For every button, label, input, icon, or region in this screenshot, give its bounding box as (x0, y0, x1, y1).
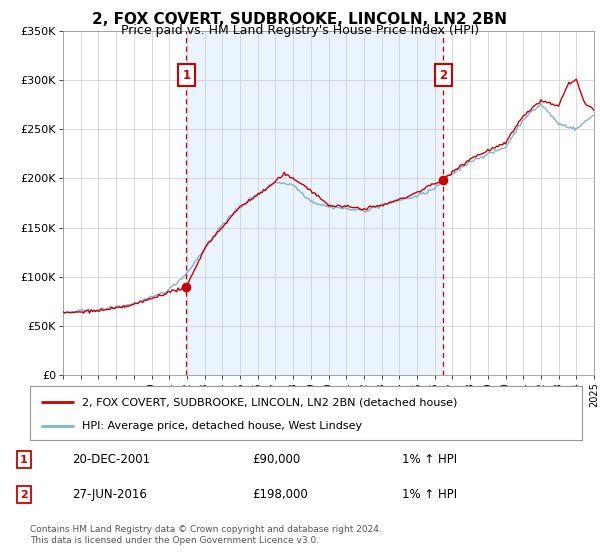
Text: £90,000: £90,000 (252, 454, 300, 466)
Text: 1: 1 (20, 455, 28, 465)
Text: Price paid vs. HM Land Registry's House Price Index (HPI): Price paid vs. HM Land Registry's House … (121, 24, 479, 37)
Bar (187, 31, 443, 375)
Text: 2: 2 (20, 490, 28, 500)
Text: This data is licensed under the Open Government Licence v3.0.: This data is licensed under the Open Gov… (30, 536, 319, 545)
Text: 1: 1 (182, 68, 190, 82)
Text: HPI: Average price, detached house, West Lindsey: HPI: Average price, detached house, West… (82, 421, 362, 431)
Text: 1% ↑ HPI: 1% ↑ HPI (402, 488, 457, 501)
Text: 20-DEC-2001: 20-DEC-2001 (72, 454, 150, 466)
Text: £198,000: £198,000 (252, 488, 308, 501)
Text: 2: 2 (439, 68, 448, 82)
Text: 1% ↑ HPI: 1% ↑ HPI (402, 454, 457, 466)
Text: Contains HM Land Registry data © Crown copyright and database right 2024.: Contains HM Land Registry data © Crown c… (30, 525, 382, 534)
Text: 2, FOX COVERT, SUDBROOKE, LINCOLN, LN2 2BN: 2, FOX COVERT, SUDBROOKE, LINCOLN, LN2 2… (92, 12, 508, 27)
Text: 2, FOX COVERT, SUDBROOKE, LINCOLN, LN2 2BN (detached house): 2, FOX COVERT, SUDBROOKE, LINCOLN, LN2 2… (82, 398, 458, 407)
Text: 27-JUN-2016: 27-JUN-2016 (72, 488, 147, 501)
